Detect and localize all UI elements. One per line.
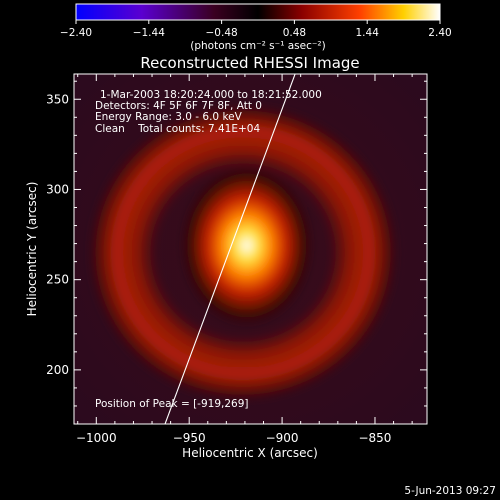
peak-source [180, 164, 314, 327]
colorbar-tick-label: 2.40 [428, 27, 451, 39]
x-axis-label: Heliocentric X (arcsec) [182, 446, 318, 460]
x-tick-label: −850 [358, 431, 391, 445]
y-tick-label: 250 [46, 273, 69, 287]
plot-frame [73, 73, 428, 425]
footer-date: 5-Jun-2013 09:27 [404, 485, 496, 497]
x-tick-label: −950 [173, 431, 206, 445]
image-area [74, 74, 427, 424]
y-tick-label: 300 [46, 182, 69, 196]
colorbar-ticks: −2.40 −1.44 −0.48 0.48 1.44 2.40 [60, 20, 452, 39]
colorbar-tick-label: −1.44 [133, 27, 165, 39]
peak-position-label: Position of Peak = [-919,269] [95, 398, 249, 410]
colorbar-tick-label: 0.48 [283, 27, 306, 39]
annotation-energy-range: Energy Range: 3.0 - 6.0 keV [95, 111, 243, 123]
colorbar-tick-label: −2.40 [60, 27, 92, 39]
solar-limb-line [164, 74, 296, 424]
annotation-detectors: Detectors: 4F 5F 6F 7F 8F, Att 0 [95, 100, 262, 112]
y-tick-label: 200 [46, 363, 69, 377]
colorbar-tick-label: −0.48 [206, 27, 238, 39]
image-layers [87, 102, 399, 403]
observation-annotations: 1-Mar-2003 18:20:24.000 to 18:21:52.000 … [95, 89, 322, 135]
x-tick-label: −1000 [76, 431, 117, 445]
y-axis-label: Heliocentric Y (arcsec) [25, 182, 39, 317]
annotation-time-range: 1-Mar-2003 18:20:24.000 to 18:21:52.000 [100, 89, 322, 101]
chart-title: Reconstructed RHESSI Image [140, 54, 359, 72]
colorbar-tick-label: 1.44 [356, 27, 380, 39]
colorbar-gradient [75, 3, 441, 21]
colorbar: −2.40 −1.44 −0.48 0.48 1.44 2.40 (photons cm⁻… [60, 3, 452, 52]
axis-ticks: −1000 −950 −900 −850 200 250 300 350 [46, 74, 427, 445]
y-tick-label: 350 [46, 92, 69, 106]
colorbar-unit-label: (photons cm⁻² s⁻¹ asec⁻²) [190, 40, 325, 52]
x-tick-label: −900 [266, 431, 299, 445]
annotation-method-counts: Clean Total counts: 7.41E+04 [95, 123, 260, 135]
